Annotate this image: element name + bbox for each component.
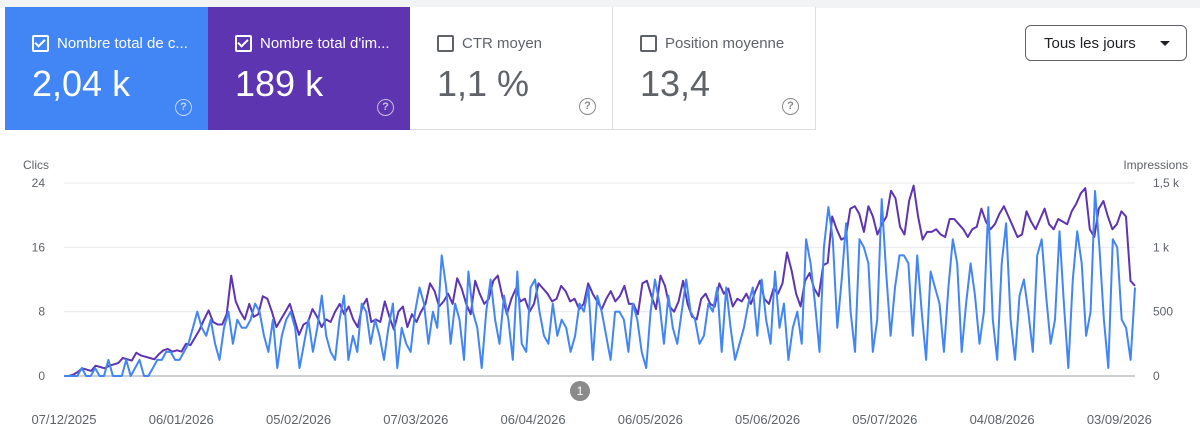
metric-label: Nombre total d'im... <box>260 35 390 52</box>
metric-label: CTR moyen <box>462 35 543 52</box>
x-tick-label: 06/01/2026 <box>149 412 214 427</box>
metric-card-position[interactable]: Position moyenne 13,4 ? <box>613 7 816 130</box>
date-range-dropdown[interactable]: Tous les jours <box>1025 25 1187 61</box>
top-strip <box>0 0 1200 8</box>
x-tick-label: 03/09/2026 <box>1087 412 1152 427</box>
metric-cards: Nombre total de c... 2,04 k ? Nombre tot… <box>5 7 816 130</box>
help-icon[interactable]: ? <box>782 98 799 115</box>
y-tick-label-right: 0 <box>1153 369 1160 383</box>
y-tick-label-left: 24 <box>32 176 46 190</box>
metric-card-ctr[interactable]: CTR moyen 1,1 % ? <box>410 7 613 130</box>
x-tick-label: 06/05/2026 <box>618 412 683 427</box>
y-tick-label-left: 8 <box>38 305 45 319</box>
chart-grid <box>64 182 1135 377</box>
caret-down-icon <box>1160 41 1170 46</box>
help-icon[interactable]: ? <box>175 99 192 116</box>
checkbox-checked-icon[interactable] <box>235 35 252 52</box>
y-tick-label-right: 1,5 k <box>1153 176 1180 190</box>
y-ticks-left: 0 8 16 24 <box>32 176 46 383</box>
metric-card-header: Position moyenne <box>640 35 784 52</box>
metric-card-header: Nombre total de c... <box>32 35 188 52</box>
metric-card-impressions[interactable]: Nombre total d'im... 189 k ? <box>208 7 410 130</box>
metric-label: Position moyenne <box>665 35 785 52</box>
metric-value: 2,04 k <box>32 63 131 104</box>
date-range-selected: Tous les jours <box>1044 34 1136 52</box>
chart-lines <box>64 184 1136 377</box>
checkbox-unchecked-icon[interactable] <box>437 35 454 52</box>
metric-card-header: CTR moyen <box>437 35 542 52</box>
y-tick-label-left: 0 <box>38 369 45 383</box>
y-tick-label-left: 16 <box>32 240 46 254</box>
y-ticks-right: 0 500 1 k 1,5 k <box>1153 176 1180 383</box>
series-line-clicks <box>64 190 1136 377</box>
metric-card-header: Nombre total d'im... <box>235 35 390 52</box>
x-tick-label: 05/06/2026 <box>735 412 800 427</box>
x-ticks: 07/12/2025 06/01/2026 05/02/2026 07/03/2026… <box>31 412 1151 427</box>
x-tick-label: 06/04/2026 <box>501 412 566 427</box>
annotation-marker[interactable]: 1 <box>570 381 590 401</box>
x-tick-label: 05/02/2026 <box>266 412 331 427</box>
x-tick-label: 07/03/2026 <box>383 412 448 427</box>
x-tick-label: 07/12/2025 <box>31 412 96 427</box>
help-icon[interactable]: ? <box>579 98 596 115</box>
metric-label: Nombre total de c... <box>57 35 188 52</box>
metric-value: 189 k <box>235 63 324 104</box>
series-line-impressions <box>64 184 1136 377</box>
metric-value: 1,1 % <box>437 63 530 104</box>
y-tick-label-right: 1 k <box>1153 240 1170 254</box>
y-axis-label-left: Clics <box>23 158 49 172</box>
x-tick-label: 05/07/2026 <box>852 412 917 427</box>
metric-value: 13,4 <box>640 63 711 104</box>
x-tick-label: 04/08/2026 <box>970 412 1035 427</box>
y-tick-label-right: 500 <box>1153 305 1173 319</box>
annotation-marker-label: 1 <box>577 384 584 398</box>
annotation-marker-circle[interactable] <box>570 381 590 401</box>
checkbox-unchecked-icon[interactable] <box>640 35 657 52</box>
checkbox-checked-icon[interactable] <box>32 35 49 52</box>
metric-card-clicks[interactable]: Nombre total de c... 2,04 k ? <box>5 7 208 130</box>
help-icon[interactable]: ? <box>377 99 394 116</box>
y-axis-label-right: Impressions <box>1123 158 1188 172</box>
